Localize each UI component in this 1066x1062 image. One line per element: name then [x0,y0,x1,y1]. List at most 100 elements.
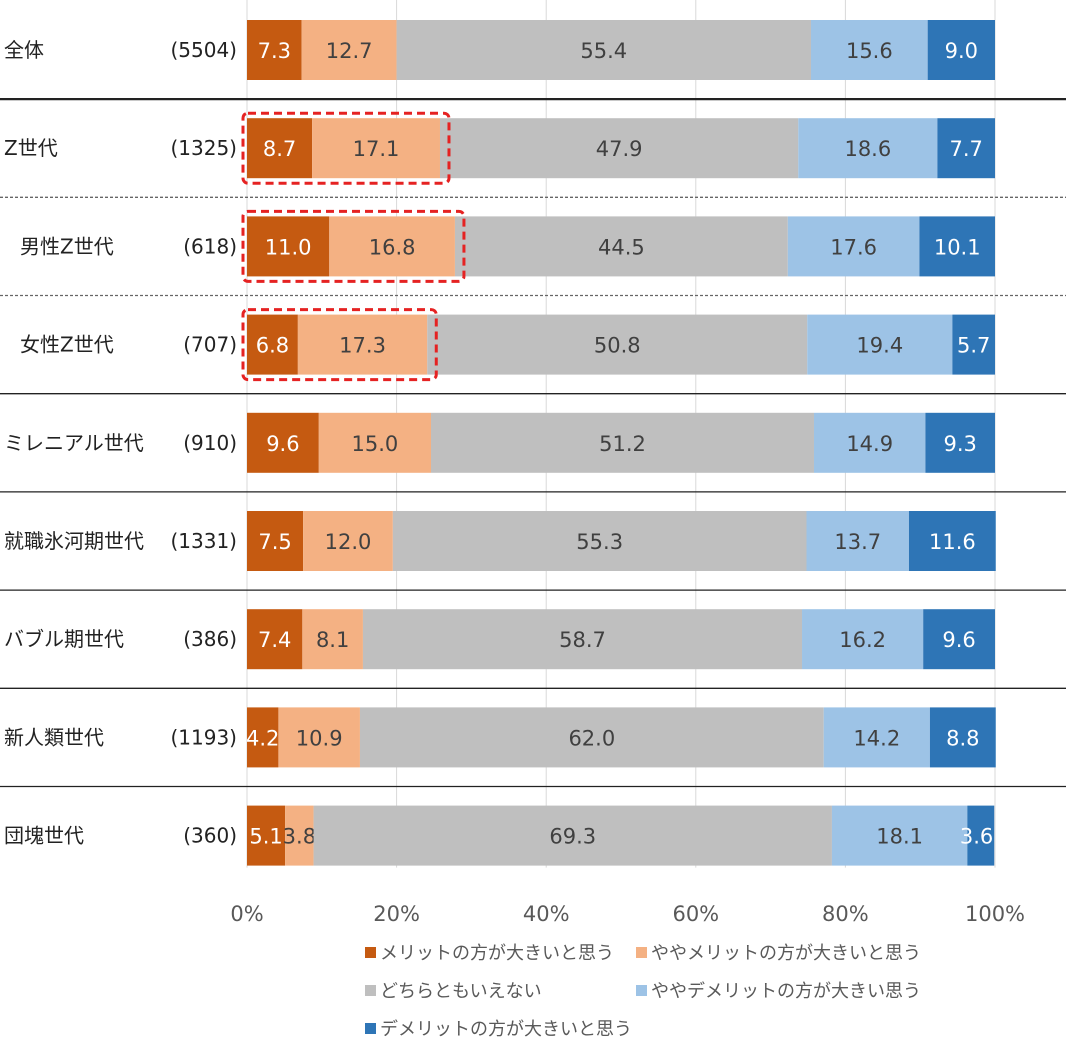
data-label: 15.6 [846,39,893,63]
highlight-box [241,308,438,382]
bar-segment [247,412,319,473]
bar-segment [427,314,808,375]
data-label: 62.0 [568,726,615,750]
bar-segment [247,805,286,866]
bar-segment [303,511,393,571]
highlight-boxes [241,111,466,382]
data-label: 10.1 [934,235,981,259]
data-label: 19.4 [856,334,903,358]
data-label: 44.5 [598,235,645,259]
bar-segment [247,511,304,571]
legend-swatch [365,1023,376,1034]
data-label: 15.0 [352,432,399,456]
bar-segment [362,609,803,670]
bar-segment [952,314,995,375]
legend-label: ややメリットの方が大きいと思う [651,943,921,964]
data-label: 9.6 [942,628,975,652]
data-label: 55.4 [580,39,627,63]
sample-size-label: (5504) [170,38,237,62]
data-label: 5.1 [249,825,282,849]
data-label: 9.0 [945,39,978,63]
data-label: 8.7 [263,137,296,161]
bar-segment [329,216,455,277]
data-label: 11.0 [265,235,312,259]
bar-segment [923,609,995,670]
category-label: 全体 [4,38,44,62]
data-label: 17.6 [830,235,877,259]
data-label: 11.6 [929,530,976,554]
x-tick-label: 20% [373,902,420,926]
sample-size-label: (1325) [170,136,237,160]
legend-swatch [636,947,647,958]
bar-segment [313,805,832,866]
bar-segment [247,314,298,375]
category-label: 新人類世代 [4,725,104,749]
data-label: 58.7 [559,628,606,652]
sample-size-label: (1331) [170,529,237,553]
data-label: 7.4 [258,628,291,652]
data-label: 47.9 [596,137,643,161]
data-label: 51.2 [599,432,646,456]
bar-segment [806,511,909,571]
data-label: 13.7 [834,530,881,554]
legend-label: どちらともいえない [380,981,542,1002]
category-label: バブル期世代 [4,627,124,651]
sample-size-label: (618) [183,234,237,258]
category-label: Z世代 [4,136,58,160]
x-tick-label: 0% [230,902,263,926]
data-label: 14.2 [853,726,900,750]
legend-label: ややデメリットの方が大きい思う [651,981,921,1002]
bar-segment [823,707,930,768]
data-label: 69.3 [549,825,596,849]
data-label: 50.8 [594,334,641,358]
x-tick-label: 100% [965,902,1025,926]
bar-segment [359,707,824,768]
bar-segment [302,609,363,670]
sample-size-label: (386) [183,627,237,651]
sample-size-label: (1193) [170,725,237,749]
bar-segment [929,707,996,768]
data-label: 16.8 [369,235,416,259]
bar-segment [439,118,799,179]
data-label: 12.7 [326,39,373,63]
data-label: 7.7 [949,137,982,161]
x-tick-label: 80% [822,902,869,926]
bar-segment [392,511,807,571]
bars: 7.3 12.7 55.4 15.6 9.0 8.7 17.1 47.9 18.6 7.7 11.0… [246,20,996,866]
data-label: 7.3 [258,39,291,63]
sample-size-label: (707) [183,333,237,357]
data-label: 5.7 [957,334,990,358]
bar-segment [285,805,314,866]
highlight-box [241,209,466,283]
bar-segment [454,216,788,277]
data-label: 10.9 [296,726,343,750]
x-tick-label: 60% [672,902,719,926]
bar-segment [318,412,432,473]
bar-segment [301,20,397,80]
data-label: 17.1 [353,137,400,161]
data-label: 4.2 [246,726,279,750]
bar-segment [247,216,330,277]
bar-segment [312,118,440,179]
legend-label: デメリットの方が大きいと思う [380,1019,632,1040]
bar-segment [927,20,995,80]
bar-segment [908,511,996,571]
category-label: 女性Z世代 [20,333,114,357]
category-label: 男性Z世代 [20,234,114,258]
bar-segment [813,412,926,473]
row-labels: 全体 (5504) Z世代 (1325) 男性Z世代 (618) 女性Z世代 (707) ミレニ… [4,38,237,848]
bar-segment [807,314,953,375]
bar-segment [247,609,303,670]
data-label: 18.6 [844,137,891,161]
data-label: 8.1 [316,628,349,652]
bar-segment [925,412,995,473]
sample-size-label: (910) [183,431,237,455]
legend-label: メリットの方が大きいと思う [380,943,614,964]
data-label: 8.8 [946,726,979,750]
data-label: 9.6 [266,432,299,456]
data-label: 3.8 [283,825,316,849]
bar-segment [919,216,995,277]
category-label: ミレニアル世代 [4,431,144,455]
category-label: 就職氷河期世代 [4,529,144,553]
